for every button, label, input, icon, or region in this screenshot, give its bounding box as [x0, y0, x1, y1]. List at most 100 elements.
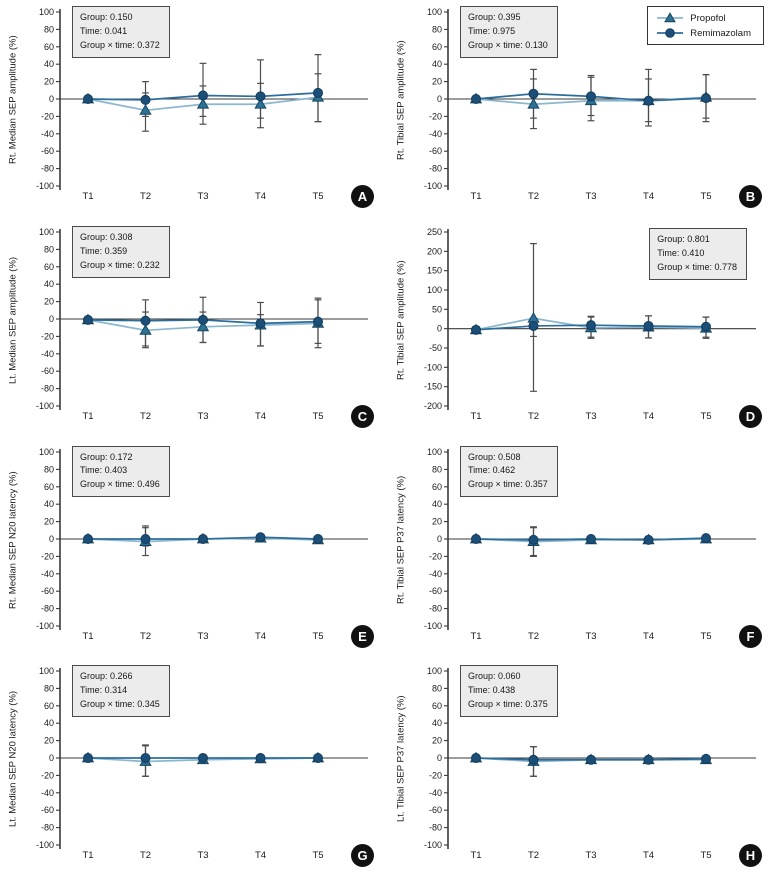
y-tick-label: 80 — [432, 464, 442, 474]
y-tick-label: 60 — [44, 42, 54, 52]
y-axis-label: Rt. Tibial SEP amplitude (%) — [395, 259, 407, 380]
y-tick-label: 50 — [432, 304, 442, 314]
x-tick-label: T3 — [197, 850, 208, 861]
panel-letter-badge: B — [739, 185, 762, 208]
y-tick-label: 100 — [427, 447, 442, 457]
y-tick-label: 100 — [39, 447, 54, 457]
x-tick-label: T3 — [585, 191, 596, 202]
x-tick-label: T4 — [643, 631, 654, 642]
legend-item-remimazolam: Remimazolam — [656, 27, 751, 39]
y-tick-label: -200 — [424, 401, 442, 411]
stat-group-pvalue: Group: 0.266 — [80, 671, 133, 682]
y-tick-label: 20 — [432, 516, 442, 526]
panel-letter-badge: F — [739, 624, 762, 648]
x-tick-label: T1 — [82, 191, 93, 202]
x-tick-label: T5 — [700, 850, 711, 861]
y-tick-label: 80 — [432, 24, 442, 34]
y-tick-label: 100 — [39, 666, 54, 676]
y-tick-label: 100 — [427, 7, 442, 17]
panel-d: 250 200 150 100 50 0 -50 -100 -150 -200 T1 T2 T3 T4 T5… — [388, 220, 775, 440]
triangle-marker-icon — [657, 12, 684, 23]
y-tick-label: -60 — [429, 586, 442, 596]
y-tick-label: 0 — [49, 94, 54, 104]
y-tick-label: 100 — [427, 666, 442, 676]
x-tick-label: T4 — [643, 411, 654, 422]
y-tick-label: -80 — [429, 823, 442, 833]
x-tick-label: T3 — [197, 191, 208, 202]
x-tick-label: T1 — [82, 631, 93, 642]
y-tick-label: 80 — [44, 684, 54, 694]
y-tick-label: 20 — [432, 736, 442, 746]
y-axis-label: Rt. Tibial SEP P37 latency (%) — [395, 475, 407, 604]
stat-interaction-pvalue: Group × time: 0.232 — [80, 259, 160, 270]
stat-time-pvalue: Time: 0.359 — [80, 245, 128, 256]
x-tick-label: T1 — [470, 631, 481, 642]
stats-box: Group: 0.508 Time: 0.462 Group × time: 0… — [460, 445, 558, 498]
plot-area: 100 80 60 40 20 0 -20 -40 -60 -80 -100 T1 T2 T3 T4 T5 — [36, 447, 368, 642]
plot-area: 100 80 60 40 20 0 -20 -40 -60 -80 -100 T1 T2 T3 T4 T5 — [36, 227, 368, 422]
y-tick-label: -40 — [429, 568, 442, 578]
stat-time-pvalue: Time: 0.403 — [80, 465, 128, 476]
y-tick-label: -80 — [41, 823, 54, 833]
y-tick-label: 40 — [44, 279, 54, 289]
stats-box: Group: 0.801 Time: 0.410 Group × time: 0… — [649, 227, 747, 280]
series-markers-remimazolam — [83, 87, 323, 105]
circle-marker-icon — [657, 28, 684, 38]
y-tick-label: 40 — [44, 499, 54, 509]
x-tick-label: T1 — [470, 850, 481, 861]
stat-group-pvalue: Group: 0.172 — [80, 451, 133, 462]
panel-b: 100 80 60 40 20 0 -20 -40 -60 -80 -100 T1 T2 T3 T4 T5 R… — [388, 0, 775, 220]
panel-letter-badge: H — [739, 844, 762, 868]
y-tick-label: 60 — [44, 262, 54, 272]
y-axis-label: Rt. Median SEP amplitude (%) — [7, 35, 19, 165]
legend-label: Propofol — [690, 12, 726, 24]
y-axis-label: Lt. Tibial SEP P37 latency (%) — [395, 695, 407, 823]
panel-a: 100 80 60 40 20 0 -20 -40 -60 -80 -100 T1 T2 T3 T4 T5 R… — [0, 0, 388, 220]
stat-group-pvalue: Group: 0.308 — [80, 231, 133, 242]
y-tick-label: -80 — [41, 603, 54, 613]
stat-time-pvalue: Time: 0.314 — [80, 685, 128, 696]
y-tick-label: -20 — [429, 551, 442, 561]
x-axis-labels: T1 T2 T3 T4 T5 — [82, 411, 323, 422]
y-tick-label: 100 — [39, 7, 54, 17]
y-tick-label: 0 — [437, 534, 442, 544]
y-tick-label: 80 — [44, 464, 54, 474]
y-tick-label: -100 — [424, 621, 442, 631]
y-axis: 100 80 60 40 20 0 -20 -40 -60 -80 -100 — [424, 666, 449, 850]
x-axis-labels: T1 T2 T3 T4 T5 — [470, 411, 711, 422]
x-tick-label: T3 — [197, 631, 208, 642]
y-tick-label: -40 — [41, 129, 54, 139]
y-tick-label: -60 — [429, 805, 442, 815]
y-tick-label: 60 — [44, 481, 54, 491]
y-tick-label: 40 — [432, 59, 442, 69]
y-tick-label: 60 — [44, 701, 54, 711]
y-axis: 100 80 60 40 20 0 -20 -40 -60 -80 -100 — [36, 7, 61, 191]
y-axis: 100 80 60 40 20 0 -20 -40 -60 -80 -100 — [36, 447, 61, 631]
panel-letter-badge: C — [351, 404, 374, 428]
x-axis-labels: T1 T2 T3 T4 T5 — [470, 850, 711, 861]
stat-interaction-pvalue: Group × time: 0.496 — [80, 479, 160, 490]
y-axis: 100 80 60 40 20 0 -20 -40 -60 -80 -100 — [36, 666, 61, 850]
stats-box: Group: 0.266 Time: 0.314 Group × time: 0… — [72, 665, 170, 718]
panel-letter-badge: A — [351, 185, 374, 208]
x-tick-label: T5 — [312, 191, 323, 202]
y-axis: 250 200 150 100 50 0 -50 -100 -150 -200 — [424, 227, 449, 411]
y-tick-label: -60 — [41, 146, 54, 156]
y-tick-label: -80 — [429, 164, 442, 174]
panel-letter-badge: D — [739, 404, 762, 428]
x-tick-label: T1 — [82, 850, 93, 861]
x-tick-label: T5 — [312, 850, 323, 861]
x-tick-label: T3 — [585, 411, 596, 422]
x-tick-label: T1 — [470, 191, 481, 202]
y-tick-label: -80 — [41, 164, 54, 174]
x-tick-label: T4 — [255, 631, 266, 642]
x-tick-label: T2 — [140, 411, 151, 422]
legend-label: Remimazolam — [690, 27, 751, 39]
x-tick-label: T2 — [528, 191, 539, 202]
x-tick-label: T2 — [528, 631, 539, 642]
stat-group-pvalue: Group: 0.150 — [80, 12, 133, 22]
y-tick-label: 80 — [432, 684, 442, 694]
stats-box: Group: 0.060 Time: 0.438 Group × time: 0… — [460, 665, 558, 718]
y-axis-label: Rt. Median SEP N20 latency (%) — [7, 470, 19, 609]
y-axis: 100 80 60 40 20 0 -20 -40 -60 -80 -100 — [424, 7, 449, 191]
